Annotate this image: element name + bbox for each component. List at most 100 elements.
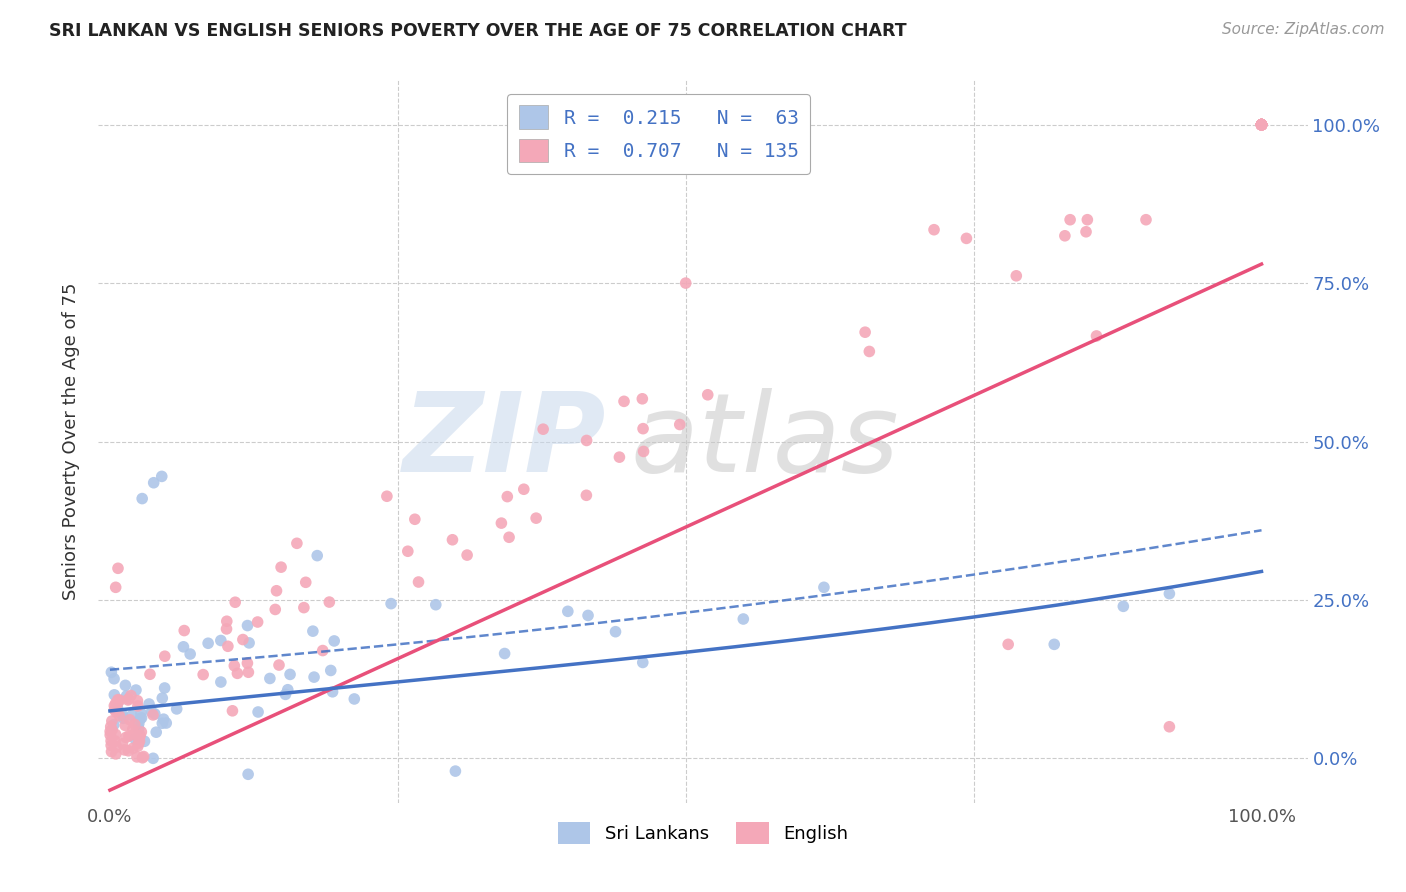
Point — [114, 743, 136, 757]
Point — [129, 729, 152, 743]
Point — [668, 417, 690, 432]
Point — [142, 751, 165, 765]
Point — [997, 637, 1019, 651]
Point — [675, 276, 697, 290]
Point — [129, 712, 152, 726]
Point — [122, 741, 145, 756]
Point — [1250, 118, 1272, 132]
Point — [217, 640, 239, 654]
Point — [259, 672, 281, 686]
Point — [266, 583, 288, 598]
Point — [1059, 212, 1081, 227]
Point — [104, 734, 127, 748]
Point — [343, 692, 366, 706]
Point — [380, 597, 402, 611]
Point — [179, 647, 201, 661]
Point — [323, 634, 346, 648]
Point — [609, 450, 631, 464]
Point — [131, 711, 153, 725]
Point — [1250, 118, 1272, 132]
Point — [322, 685, 344, 699]
Point — [100, 720, 122, 734]
Point — [101, 723, 124, 737]
Point — [100, 734, 122, 748]
Point — [131, 751, 153, 765]
Point — [150, 469, 173, 483]
Point — [1250, 118, 1272, 132]
Point — [494, 647, 516, 661]
Point — [100, 739, 122, 753]
Legend: Sri Lankans, English: Sri Lankans, English — [551, 815, 855, 852]
Point — [107, 697, 129, 711]
Point — [104, 580, 127, 594]
Point — [104, 747, 127, 761]
Point — [105, 739, 128, 754]
Point — [103, 688, 125, 702]
Point — [111, 707, 134, 722]
Point — [1250, 118, 1272, 132]
Point — [114, 678, 136, 692]
Point — [132, 749, 155, 764]
Point — [1053, 228, 1076, 243]
Point — [226, 666, 249, 681]
Point — [285, 536, 308, 550]
Point — [112, 711, 135, 725]
Point — [246, 615, 269, 629]
Point — [166, 702, 188, 716]
Point — [1005, 268, 1028, 283]
Point — [124, 717, 146, 731]
Point — [238, 665, 260, 680]
Point — [524, 511, 547, 525]
Point — [318, 595, 340, 609]
Point — [408, 574, 430, 589]
Point — [134, 734, 156, 748]
Point — [104, 705, 127, 719]
Point — [1159, 720, 1181, 734]
Point — [209, 675, 232, 690]
Point — [139, 667, 162, 681]
Point — [613, 394, 636, 409]
Point — [150, 691, 173, 706]
Point — [375, 489, 398, 503]
Point — [267, 658, 290, 673]
Point — [404, 512, 426, 526]
Point — [1250, 118, 1272, 132]
Point — [118, 713, 141, 727]
Point — [224, 595, 246, 609]
Point — [127, 694, 149, 708]
Point — [1250, 118, 1272, 132]
Point — [247, 705, 270, 719]
Point — [131, 725, 153, 739]
Point — [103, 698, 125, 713]
Point — [1250, 118, 1272, 132]
Point — [120, 689, 142, 703]
Point — [236, 656, 259, 670]
Point — [1112, 599, 1135, 614]
Point — [733, 612, 755, 626]
Point — [302, 624, 325, 639]
Point — [108, 693, 131, 707]
Point — [319, 664, 342, 678]
Point — [98, 728, 121, 742]
Point — [145, 725, 167, 739]
Point — [100, 665, 122, 680]
Point — [98, 724, 121, 739]
Point — [631, 392, 654, 406]
Point — [1250, 118, 1272, 132]
Point — [1250, 118, 1272, 132]
Point — [396, 544, 419, 558]
Point — [236, 767, 259, 781]
Point — [274, 687, 297, 701]
Point — [103, 718, 125, 732]
Point — [922, 223, 945, 237]
Point — [103, 672, 125, 686]
Point — [292, 600, 315, 615]
Point — [575, 488, 598, 502]
Point — [150, 716, 173, 731]
Point — [125, 683, 148, 698]
Point — [107, 702, 129, 716]
Point — [215, 614, 238, 628]
Point — [312, 643, 335, 657]
Point — [138, 697, 160, 711]
Point — [696, 388, 718, 402]
